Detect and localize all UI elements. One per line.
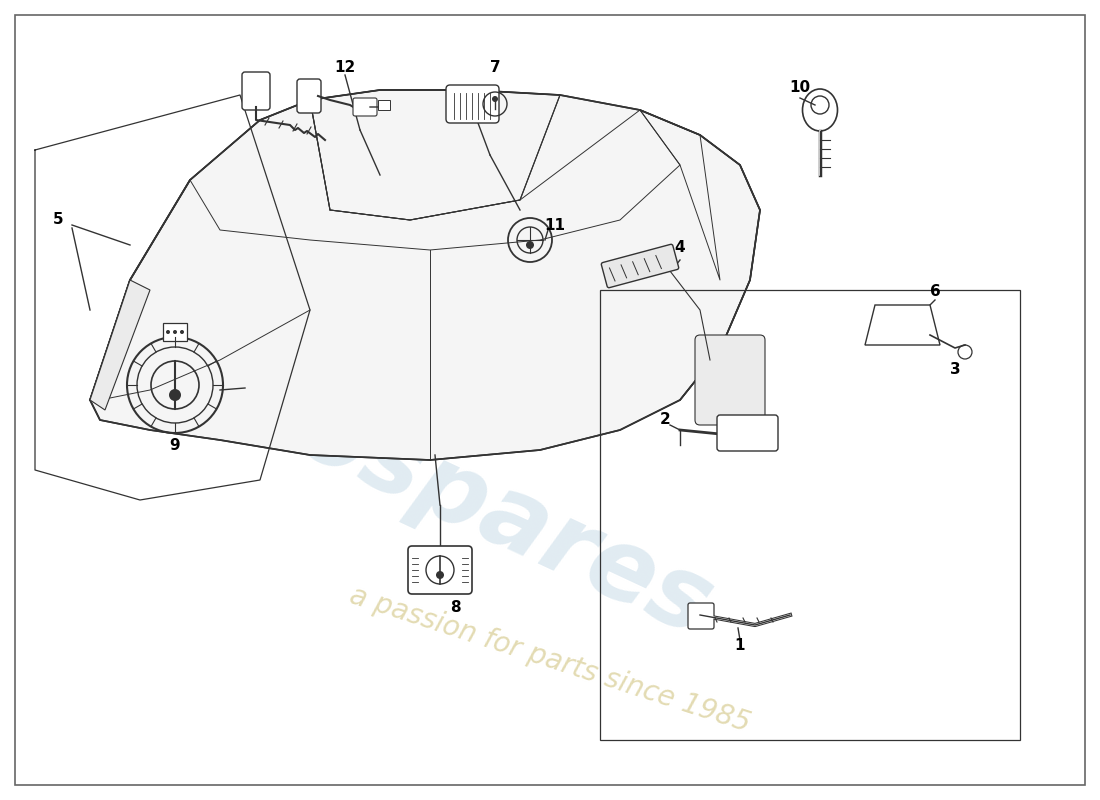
Circle shape: [173, 330, 177, 334]
FancyBboxPatch shape: [602, 244, 679, 288]
Text: 7: 7: [490, 61, 500, 75]
Text: 11: 11: [544, 218, 565, 233]
Circle shape: [169, 389, 182, 401]
FancyBboxPatch shape: [717, 415, 778, 451]
FancyBboxPatch shape: [242, 72, 270, 110]
Circle shape: [180, 330, 184, 334]
Text: a passion for parts since 1985: a passion for parts since 1985: [346, 582, 754, 738]
Polygon shape: [90, 280, 150, 410]
Polygon shape: [865, 305, 940, 345]
Text: 6: 6: [930, 285, 940, 299]
Text: 8: 8: [450, 601, 460, 615]
Bar: [378, 100, 390, 110]
Text: 9: 9: [169, 438, 180, 453]
Bar: [163, 323, 187, 341]
Text: 3: 3: [949, 362, 960, 378]
Text: 2: 2: [660, 413, 670, 427]
Bar: [600, 290, 1020, 740]
Polygon shape: [90, 90, 760, 460]
FancyBboxPatch shape: [695, 335, 764, 425]
Circle shape: [492, 96, 498, 102]
Text: 1: 1: [735, 638, 746, 653]
FancyBboxPatch shape: [688, 603, 714, 629]
FancyBboxPatch shape: [297, 79, 321, 113]
FancyBboxPatch shape: [408, 546, 472, 594]
Text: 4: 4: [674, 241, 685, 255]
FancyBboxPatch shape: [353, 98, 377, 116]
Text: eurospares: eurospares: [113, 302, 727, 658]
Circle shape: [436, 571, 444, 579]
Text: 5: 5: [53, 213, 64, 227]
FancyBboxPatch shape: [446, 85, 499, 123]
Circle shape: [166, 330, 170, 334]
Text: 10: 10: [790, 81, 811, 95]
Text: 12: 12: [334, 61, 355, 75]
Circle shape: [526, 241, 534, 249]
